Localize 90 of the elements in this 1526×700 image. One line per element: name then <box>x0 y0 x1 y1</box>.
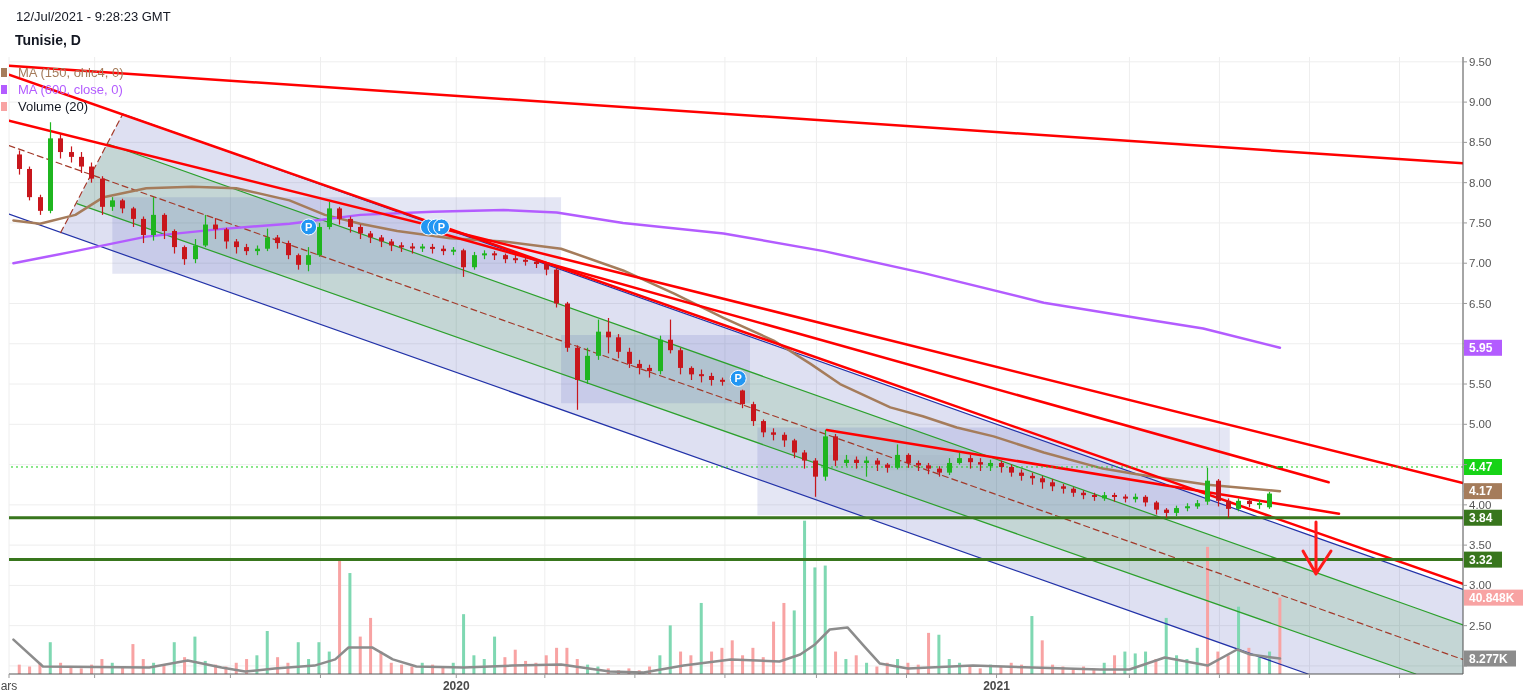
bar <box>462 614 466 674</box>
candlestick <box>162 212 167 240</box>
bar <box>1040 640 1044 674</box>
candlestick <box>1216 478 1221 508</box>
bar <box>296 642 300 674</box>
candlestick <box>1226 497 1231 519</box>
line-series <box>12 208 1282 350</box>
bar <box>699 602 703 674</box>
bar <box>803 520 807 674</box>
ref-line-label: 3.32 <box>1469 552 1493 567</box>
bar <box>1030 616 1034 674</box>
y-tick-label: 5.00 <box>1469 418 1492 431</box>
y-tick-label: 3.50 <box>1469 539 1492 552</box>
candlestick <box>1205 467 1210 506</box>
candlestick <box>751 401 756 427</box>
y2-tick-label: 40.848K <box>1469 590 1515 605</box>
bar <box>193 636 197 674</box>
ref-line-label: 4.47 <box>1469 460 1493 475</box>
candlestick <box>38 194 43 216</box>
candlestick <box>668 318 673 355</box>
candlestick <box>265 227 270 252</box>
bar <box>265 631 269 674</box>
candlestick <box>813 457 818 498</box>
candlestick <box>286 240 291 260</box>
y-tick-label: 9.50 <box>1469 55 1492 68</box>
bar <box>348 573 352 674</box>
y-tick-label: 6.50 <box>1469 297 1492 310</box>
candlestick <box>678 347 683 375</box>
line-series <box>12 626 1282 674</box>
y2-tick-label: 8.277K <box>1469 651 1509 666</box>
y-tick-label: 7.00 <box>1469 257 1492 270</box>
candlestick <box>58 133 63 160</box>
x-tick-label: 2020 <box>442 679 470 693</box>
bar <box>823 565 827 674</box>
y-tick-label: 5.50 <box>1469 378 1492 391</box>
chart-subtitle: 12/Jul/2021 - 9:28:23 GMT <box>16 9 171 24</box>
candlestick <box>627 347 632 369</box>
candlestick <box>79 151 84 174</box>
y-tick-label: 8.50 <box>1469 136 1492 149</box>
annotation: P <box>734 372 742 385</box>
legend-label: Volume (20) <box>18 98 89 115</box>
bar <box>369 617 373 674</box>
candlestick <box>172 228 177 255</box>
x-tick-label: ars <box>0 679 18 693</box>
bar <box>782 602 786 674</box>
bar <box>1237 606 1241 674</box>
candlestick <box>203 214 208 248</box>
annotation: P <box>304 220 313 233</box>
bar <box>1164 617 1168 674</box>
candlestick <box>151 196 156 242</box>
y-tick-label: 4.17 <box>1469 484 1493 499</box>
candlestick <box>616 333 621 359</box>
y-tick-label: 9.00 <box>1469 96 1492 109</box>
bar <box>668 625 672 674</box>
bar <box>937 634 941 674</box>
ref-line-label: 3.84 <box>1469 510 1493 525</box>
bar <box>854 655 858 674</box>
bar <box>1226 655 1230 674</box>
candlestick <box>141 215 146 244</box>
y-tick-label: 8.00 <box>1469 176 1492 189</box>
bar <box>834 651 838 674</box>
y-tick-label: 4.00 <box>1469 498 1492 511</box>
x-tick-label: 2021 <box>983 679 1011 693</box>
bar <box>1278 597 1282 674</box>
bar <box>772 621 776 674</box>
y-tick-label: 7.50 <box>1469 216 1492 229</box>
bar <box>927 632 931 674</box>
candlestick <box>182 244 187 266</box>
bar <box>792 610 796 674</box>
candlestick <box>895 443 900 471</box>
bar <box>1206 546 1210 674</box>
bar <box>844 659 848 674</box>
chart-title: Tunisie, D <box>15 32 81 48</box>
bar <box>338 559 342 674</box>
candlestick <box>792 438 797 459</box>
y-tick-label: 3.00 <box>1469 579 1492 592</box>
candlestick <box>327 201 332 230</box>
bar <box>172 642 176 674</box>
bar <box>813 567 817 674</box>
candlestick <box>802 449 807 470</box>
candlestick <box>131 206 136 228</box>
candlestick <box>224 227 229 250</box>
y-tick-label: 5.95 <box>1469 340 1493 355</box>
bar <box>1257 657 1261 674</box>
candlestick <box>17 149 22 176</box>
candlestick <box>306 246 311 272</box>
candlestick <box>89 161 94 184</box>
y-tick-label: 2.50 <box>1469 619 1492 632</box>
candlestick <box>193 238 198 264</box>
candlestick <box>461 248 466 278</box>
